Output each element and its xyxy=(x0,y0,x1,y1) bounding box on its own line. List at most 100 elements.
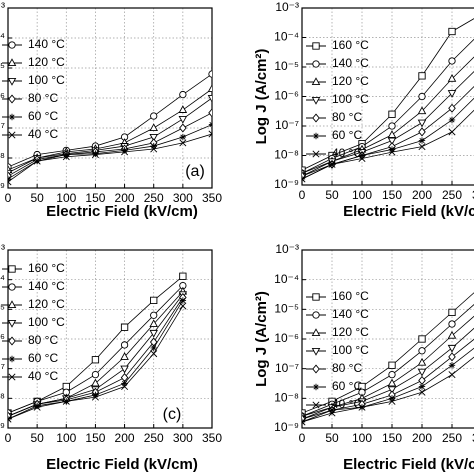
data-point xyxy=(8,178,12,186)
legend-marker xyxy=(311,77,321,86)
legend-label: 140 °C xyxy=(332,56,369,70)
data-point xyxy=(120,352,129,360)
panel-label: (a) xyxy=(185,163,205,180)
legend-marker xyxy=(8,94,16,104)
data-point xyxy=(33,157,41,165)
legend-marker xyxy=(7,319,17,328)
data-point xyxy=(387,137,397,146)
data-point xyxy=(150,344,157,352)
data-point xyxy=(388,146,396,153)
data-point xyxy=(418,137,426,144)
y-tick-label: 10⁻⁹ xyxy=(0,180,5,194)
data-point xyxy=(448,362,456,369)
data-point xyxy=(179,139,187,147)
x-tick-label: 0 xyxy=(299,188,306,202)
x-axis-title: Electric Field (kV/cm) xyxy=(46,203,198,220)
y-tick-label: 10⁻⁷ xyxy=(0,120,5,134)
x-tick-label: 250 xyxy=(144,431,164,445)
y-tick-label: 10⁻⁵ xyxy=(274,59,299,73)
y-tick-label: 10⁻⁶ xyxy=(0,90,5,104)
y-tick-label: 10⁻⁵ xyxy=(0,60,5,74)
legend-marker xyxy=(311,347,321,356)
legend-label: 40 °C xyxy=(332,146,362,160)
y-tick-label: 10⁻⁷ xyxy=(0,361,5,375)
series-line xyxy=(302,347,474,423)
legend-label: 120 °C xyxy=(28,55,65,69)
data-point xyxy=(387,378,397,387)
data-point xyxy=(150,311,158,319)
data-point xyxy=(121,147,128,154)
y-tick-label: 10⁻³ xyxy=(275,0,299,14)
data-point xyxy=(150,350,158,358)
data-point xyxy=(388,148,396,156)
x-axis-title: Electric Field (kV/cm) xyxy=(46,456,198,473)
plot-frame xyxy=(301,7,474,186)
data-point xyxy=(8,169,13,178)
x-axis-title: Electric Field (kV/cm) xyxy=(343,456,474,473)
data-point xyxy=(121,148,129,156)
data-point xyxy=(91,356,100,364)
legend-label: 80 °C xyxy=(332,110,362,124)
legend-marker xyxy=(312,401,320,409)
data-point xyxy=(62,397,70,405)
legend-marker xyxy=(311,328,321,337)
data-point xyxy=(447,330,457,339)
data-point xyxy=(179,282,187,290)
y-tick-label: 10⁻⁹ xyxy=(274,177,299,191)
data-point xyxy=(448,27,456,36)
series-line xyxy=(302,292,474,414)
data-point xyxy=(8,415,12,423)
y-tick-label: 10⁻⁹ xyxy=(0,420,5,434)
data-point xyxy=(208,121,212,128)
legend-marker xyxy=(312,113,320,123)
y-tick-label: 10⁻³ xyxy=(0,242,5,256)
data-point xyxy=(447,73,457,82)
x-tick-label: 200 xyxy=(115,191,135,205)
data-point xyxy=(302,175,306,183)
data-point xyxy=(448,103,456,113)
y-tick-label: 10⁻⁸ xyxy=(274,391,299,405)
legend-marker xyxy=(8,265,16,273)
plot-area xyxy=(8,70,212,186)
data-point xyxy=(178,105,188,113)
y-axis-title: Log J (A/cm²) xyxy=(253,291,270,387)
x-tick-label: 200 xyxy=(412,431,432,445)
data-point xyxy=(121,383,129,391)
data-point xyxy=(33,402,41,410)
legend-label: 160 °C xyxy=(28,261,65,275)
data-point xyxy=(417,368,427,377)
series-line xyxy=(302,315,474,417)
y-tick-label: 10⁻³ xyxy=(275,242,299,256)
data-point xyxy=(447,90,457,98)
x-tick-label: 300 xyxy=(173,431,193,445)
series-line xyxy=(302,70,474,177)
data-point xyxy=(358,388,366,396)
y-tick-label: 10⁻⁶ xyxy=(274,89,299,103)
data-point xyxy=(33,403,41,411)
y-axis-title: Log J (A/cm²) xyxy=(253,49,270,145)
legend-label: 120 °C xyxy=(332,74,369,88)
legend-marker xyxy=(8,113,16,121)
data-point xyxy=(448,320,456,328)
data-point xyxy=(91,393,99,401)
data-point xyxy=(388,361,396,369)
x-tick-label: 50 xyxy=(30,431,44,445)
data-point xyxy=(418,92,426,101)
legend-marker xyxy=(311,96,321,105)
panel: 05010015020025030035010⁻⁹10⁻⁸10⁻⁷10⁻⁶10⁻… xyxy=(253,242,474,473)
data-point xyxy=(388,122,396,130)
data-point xyxy=(418,143,426,151)
data-point xyxy=(121,380,128,387)
data-point xyxy=(179,302,187,310)
legend-label: 40 °C xyxy=(332,397,362,411)
y-tick-label: 10⁻⁹ xyxy=(274,420,299,434)
x-tick-label: 300 xyxy=(472,431,474,445)
data-point xyxy=(418,388,426,396)
x-tick-label: 350 xyxy=(202,431,222,445)
legend-label: 80 °C xyxy=(28,91,58,105)
x-tick-label: 200 xyxy=(115,431,135,445)
data-point xyxy=(418,383,426,390)
legend-label: 60 °C xyxy=(332,379,362,393)
data-point xyxy=(179,91,187,99)
x-tick-label: 150 xyxy=(85,431,105,445)
